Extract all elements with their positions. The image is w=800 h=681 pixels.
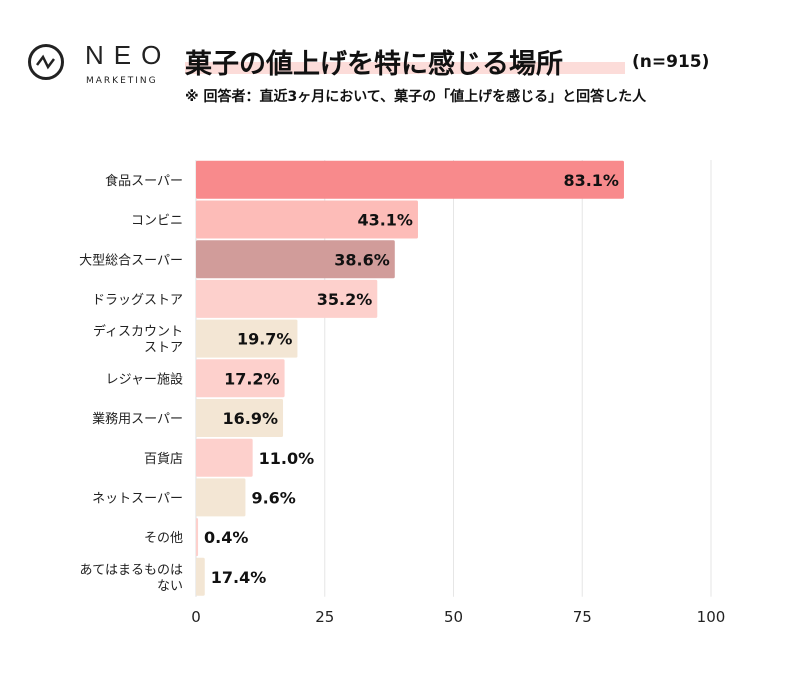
value-label: 83.1% <box>563 171 619 190</box>
bar <box>196 557 205 596</box>
value-label: 9.6% <box>251 488 295 507</box>
category-label: コンビニ <box>131 214 183 229</box>
bar <box>196 438 253 477</box>
bar <box>196 200 418 239</box>
x-tick-label: 75 <box>573 608 592 626</box>
category-label: 大型総合スーパー <box>79 253 183 268</box>
value-label: 38.6% <box>334 250 390 269</box>
x-tick-label: 100 <box>697 608 726 626</box>
value-label: 43.1% <box>357 211 413 230</box>
category-label: 業務用スーパー <box>92 411 183 427</box>
category-label: ストア <box>144 341 183 356</box>
logo-subtext: MARKETING <box>86 76 158 86</box>
chart-subtitle: ※ 回答者：直近3ヶ月において、菓子の「値上げを感じる」と回答した人 <box>185 89 647 105</box>
category-label: ドラッグストア <box>92 293 183 308</box>
sample-size: (n=915) <box>632 52 710 72</box>
bar <box>196 359 285 398</box>
logo-text: NEO <box>85 40 172 70</box>
logo-icon <box>28 44 64 80</box>
value-label: 35.2% <box>317 290 373 309</box>
x-tick-label: 0 <box>191 608 201 626</box>
category-label: 食品スーパー <box>105 173 183 189</box>
category-label: ディスカウント <box>93 324 183 340</box>
category-label: ない <box>157 579 183 594</box>
category-label: ネットスーパー <box>92 491 183 506</box>
category-label: レジャー施設 <box>106 371 183 387</box>
x-tick-label: 25 <box>315 608 334 626</box>
value-label: 16.9% <box>223 409 279 428</box>
bar <box>196 518 199 557</box>
category-label: その他 <box>144 531 183 546</box>
value-label: 11.0% <box>259 449 315 468</box>
bar <box>196 399 284 437</box>
bar <box>196 240 395 279</box>
category-label: 百貨店 <box>144 451 183 467</box>
value-label: 0.4% <box>204 528 248 547</box>
title-highlight <box>185 62 625 74</box>
chart-title: 菓子の値上げを特に感じる場所 <box>185 49 563 80</box>
value-label: 19.7% <box>237 330 293 349</box>
x-tick-label: 50 <box>444 608 463 626</box>
bar <box>196 478 246 517</box>
bar <box>196 319 298 358</box>
bar <box>196 279 378 318</box>
category-label: あてはまるものは <box>80 563 183 578</box>
value-label: 17.2% <box>224 369 280 388</box>
value-label: 17.4% <box>211 568 267 587</box>
bar <box>196 160 624 199</box>
